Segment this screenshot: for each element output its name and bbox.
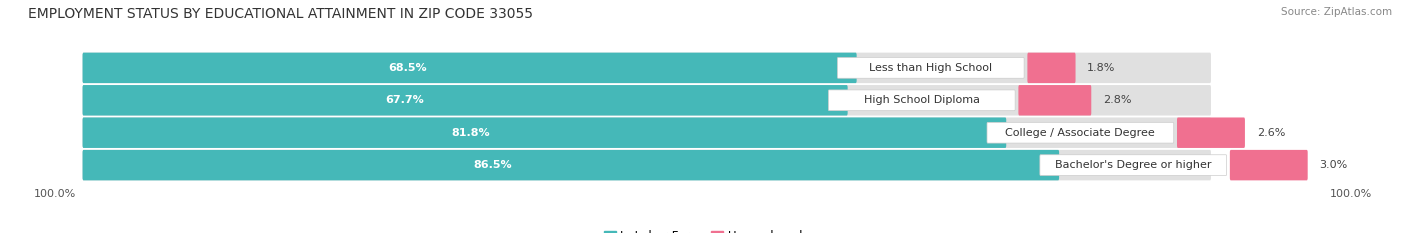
Text: 68.5%: 68.5% (388, 63, 427, 73)
Text: High School Diploma: High School Diploma (863, 95, 980, 105)
FancyBboxPatch shape (1177, 117, 1244, 148)
Text: Less than High School: Less than High School (869, 63, 993, 73)
FancyBboxPatch shape (1028, 53, 1076, 83)
FancyBboxPatch shape (83, 53, 1211, 83)
FancyBboxPatch shape (1230, 150, 1308, 180)
FancyBboxPatch shape (838, 58, 1024, 78)
Text: 81.8%: 81.8% (451, 128, 491, 138)
FancyBboxPatch shape (83, 85, 848, 116)
FancyBboxPatch shape (83, 150, 1211, 180)
Text: EMPLOYMENT STATUS BY EDUCATIONAL ATTAINMENT IN ZIP CODE 33055: EMPLOYMENT STATUS BY EDUCATIONAL ATTAINM… (28, 7, 533, 21)
FancyBboxPatch shape (1018, 85, 1091, 116)
Text: Bachelor's Degree or higher: Bachelor's Degree or higher (1054, 160, 1212, 170)
FancyBboxPatch shape (987, 122, 1174, 143)
Text: 86.5%: 86.5% (474, 160, 512, 170)
Text: 3.0%: 3.0% (1319, 160, 1347, 170)
Text: 100.0%: 100.0% (1330, 189, 1372, 199)
FancyBboxPatch shape (83, 150, 1059, 180)
Text: 100.0%: 100.0% (34, 189, 76, 199)
Text: 67.7%: 67.7% (385, 95, 423, 105)
FancyBboxPatch shape (828, 90, 1015, 111)
Text: 2.8%: 2.8% (1102, 95, 1132, 105)
Legend: In Labor Force, Unemployed: In Labor Force, Unemployed (599, 225, 807, 233)
Text: College / Associate Degree: College / Associate Degree (1005, 128, 1156, 138)
FancyBboxPatch shape (83, 117, 1211, 148)
FancyBboxPatch shape (1040, 155, 1226, 175)
Text: Source: ZipAtlas.com: Source: ZipAtlas.com (1281, 7, 1392, 17)
FancyBboxPatch shape (83, 85, 1211, 116)
Text: 2.6%: 2.6% (1257, 128, 1285, 138)
Text: 1.8%: 1.8% (1087, 63, 1115, 73)
FancyBboxPatch shape (83, 53, 856, 83)
FancyBboxPatch shape (83, 117, 1007, 148)
